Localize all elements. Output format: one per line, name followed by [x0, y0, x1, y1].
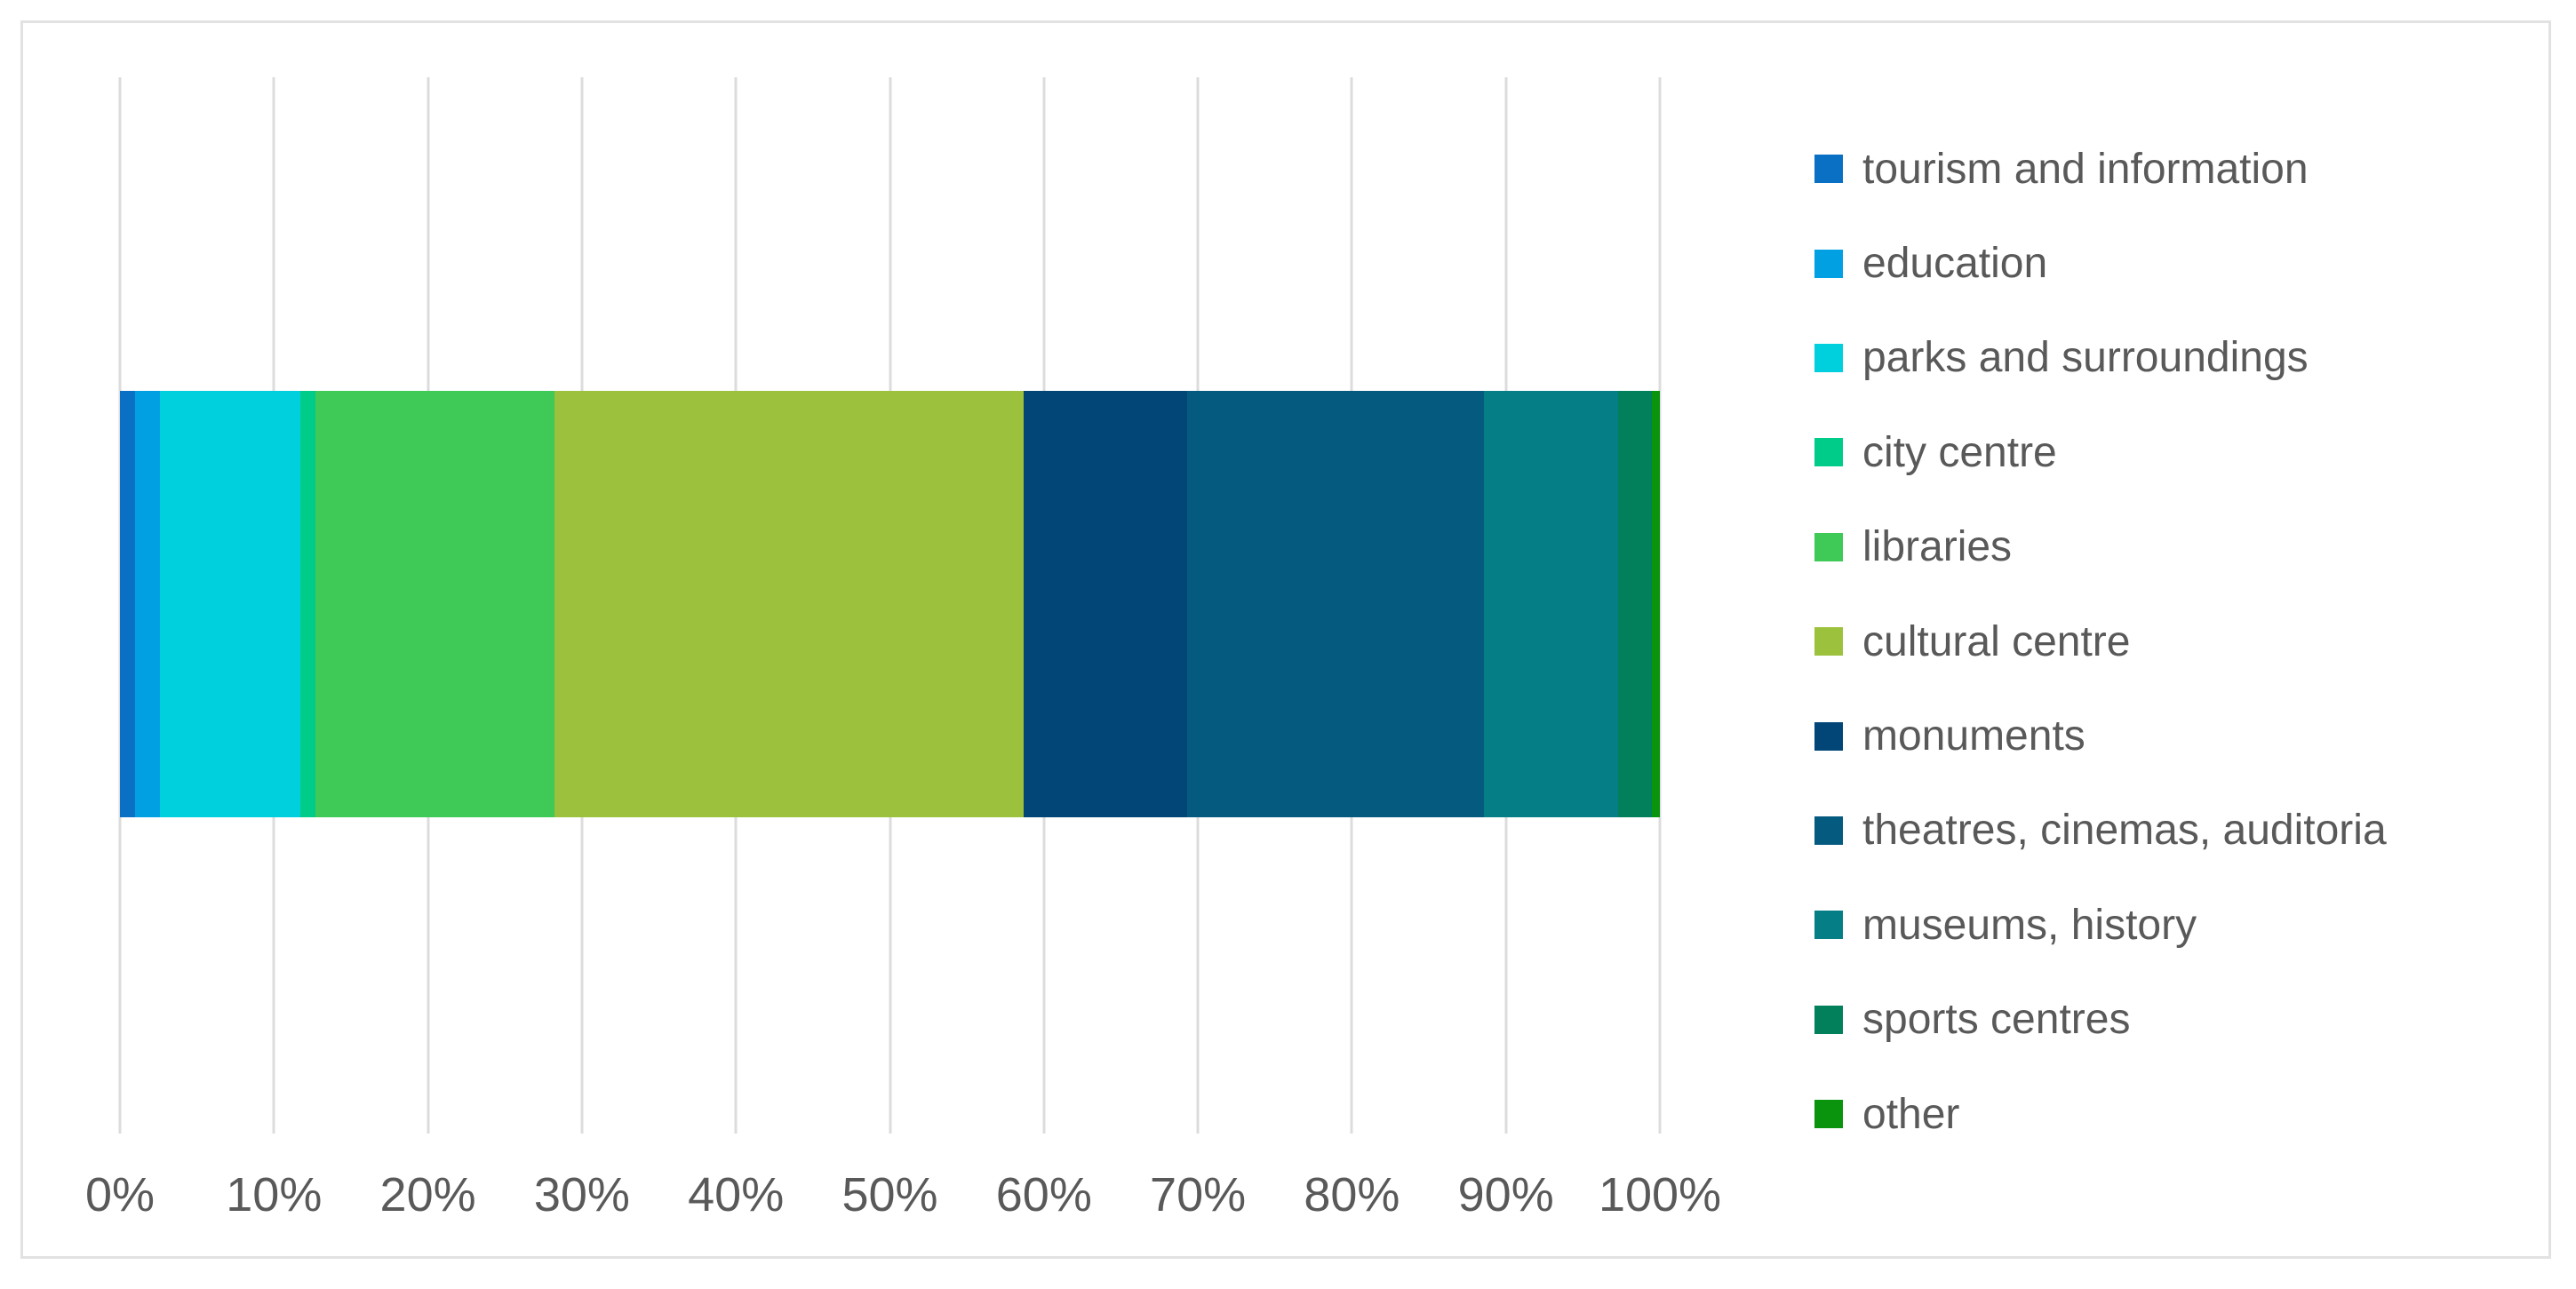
legend-label: libraries: [1862, 523, 2013, 571]
legend-item-tourism-and-information: tourism and information: [1814, 122, 2387, 216]
legend-label: sports centres: [1862, 996, 2131, 1044]
legend-item-cultural-centre: cultural centre: [1814, 594, 2387, 688]
bar-segment-other: [1652, 391, 1660, 817]
legend-label: theatres, cinemas, auditoria: [1862, 807, 2387, 855]
legend-label: museums, history: [1862, 901, 2197, 949]
legend-swatch-icon: [1814, 532, 1843, 561]
x-axis-tick-label: 60%: [995, 1168, 1092, 1221]
bar-segment-theatres-cinemas-auditoria: [1186, 391, 1485, 817]
bar-segment-libraries: [315, 391, 554, 817]
legend-label: tourism and information: [1862, 145, 2309, 193]
legend-item-education: education: [1814, 216, 2387, 310]
legend-item-museums-history: museums, history: [1814, 878, 2387, 972]
legend-label: cultural centre: [1862, 617, 2131, 665]
legend-swatch-icon: [1814, 343, 1843, 372]
legend-swatch-icon: [1814, 627, 1843, 656]
bar-segment-museums-history: [1484, 391, 1619, 817]
x-axis-tick-label: 70%: [1150, 1168, 1247, 1221]
x-axis-tick-label: 80%: [1304, 1168, 1400, 1221]
bar-segment-tourism-and-information: [120, 391, 136, 817]
legend-label: monuments: [1862, 712, 2086, 760]
legend-item-city-centre: city centre: [1814, 405, 2387, 499]
legend: tourism and information education parks an…: [1814, 122, 2387, 1161]
legend-swatch-icon: [1814, 249, 1843, 278]
legend-label: other: [1862, 1090, 1960, 1138]
x-axis-tick-label: 0%: [84, 1168, 156, 1221]
legend-swatch-icon: [1814, 1100, 1843, 1129]
legend-swatch-icon: [1814, 155, 1843, 184]
legend-item-parks-and-surroundings: parks and surroundings: [1814, 311, 2387, 405]
bar-segment-education: [135, 391, 161, 817]
bar-segment-monuments: [1024, 391, 1187, 817]
x-axis-tick-label: 40%: [688, 1168, 785, 1221]
stacked-bar: [120, 391, 1660, 817]
legend-label: education: [1862, 240, 2048, 288]
bar-segment-parks-and-surroundings: [160, 391, 300, 817]
plot-area: [118, 77, 1662, 1134]
legend-swatch-icon: [1814, 721, 1843, 751]
x-axis-tick-label: 100%: [1598, 1168, 1722, 1221]
bar-segment-sports-centres: [1618, 391, 1653, 817]
gridline-100%: [1658, 77, 1662, 1134]
x-axis-tick-label: 10%: [226, 1168, 323, 1221]
x-axis-tick-label: 30%: [533, 1168, 630, 1221]
legend-item-other: other: [1814, 1067, 2387, 1161]
x-axis-labels: 0% 10% 20% 30% 40% 50% 60% 70% 80% 90% 100%: [85, 1166, 1721, 1228]
x-axis-tick-label: 50%: [841, 1168, 938, 1221]
legend-label: parks and surroundings: [1862, 334, 2309, 382]
x-axis-tick-label: 90%: [1457, 1168, 1554, 1221]
legend-label: city centre: [1862, 428, 2057, 476]
x-axis-tick-label: 20%: [379, 1168, 476, 1221]
legend-swatch-icon: [1814, 1005, 1843, 1034]
legend-item-theatres-cinemas-auditoria: theatres, cinemas, auditoria: [1814, 784, 2387, 878]
legend-swatch-icon: [1814, 911, 1843, 940]
legend-swatch-icon: [1814, 816, 1843, 845]
legend-swatch-icon: [1814, 438, 1843, 467]
legend-item-libraries: libraries: [1814, 500, 2387, 594]
legend-item-monuments: monuments: [1814, 688, 2387, 783]
legend-item-sports-centres: sports centres: [1814, 973, 2387, 1067]
bar-segment-city-centre: [299, 391, 316, 817]
bar-segment-cultural-centre: [554, 391, 1025, 817]
